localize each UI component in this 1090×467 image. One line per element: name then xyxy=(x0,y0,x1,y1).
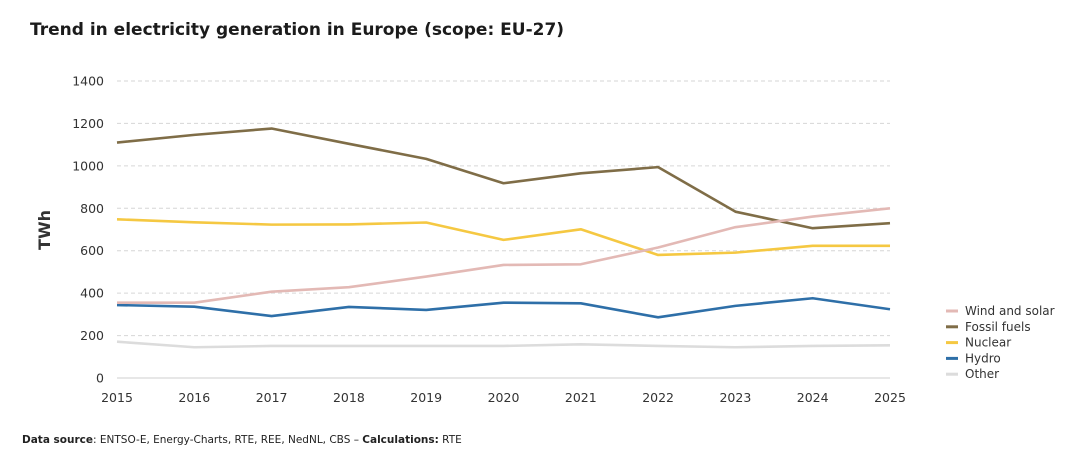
x-tick-label: 2019 xyxy=(410,390,442,405)
series-lines xyxy=(116,127,891,349)
y-tick-label: 0 xyxy=(96,371,104,386)
series-line-fossil-fuels xyxy=(116,127,891,230)
x-tick-label: 2017 xyxy=(256,390,288,405)
legend-label: Nuclear xyxy=(965,336,1011,350)
data-source-note: Data source: ENTSO-E, Energy-Charts, RTE… xyxy=(22,434,462,446)
x-tick-label: 2020 xyxy=(488,390,520,405)
x-tick-label: 2023 xyxy=(719,390,751,405)
y-tick-label: 800 xyxy=(80,201,104,216)
series-line-hydro xyxy=(116,296,891,319)
x-tick-label: 2015 xyxy=(101,390,133,405)
x-axis: 2015 2016 2017 2018 2019 2020 2021 2022 2023 2024… xyxy=(101,390,906,405)
y-tick-label: 200 xyxy=(80,328,104,343)
x-tick-label: 2024 xyxy=(797,390,829,405)
calc-label: Calculations: xyxy=(362,434,439,446)
x-tick-label: 2022 xyxy=(642,390,674,405)
x-tick-label: 2016 xyxy=(178,390,210,405)
y-tick-label: 400 xyxy=(80,286,104,301)
source-label: Data source xyxy=(22,434,94,446)
chart-title: Trend in electricity generation in Europ… xyxy=(30,20,565,40)
calc-text: RTE xyxy=(438,434,462,446)
y-tick-label: 1000 xyxy=(72,158,104,173)
y-axis: 0 200 400 600 800 1000 1200 1400 xyxy=(72,74,104,386)
legend-label: Other xyxy=(965,367,999,381)
series-line-wind-and-solar xyxy=(117,206,891,304)
grid xyxy=(117,80,890,379)
legend-label: Hydro xyxy=(965,351,1001,365)
x-tick-label: 2021 xyxy=(565,390,597,405)
y-axis-label: TWh xyxy=(35,210,54,250)
series-line-nuclear xyxy=(116,218,890,257)
source-text: : ENTSO-E, Energy-Charts, RTE, REE, NedN… xyxy=(93,434,363,446)
series-line-other xyxy=(116,340,891,349)
y-tick-label: 600 xyxy=(80,243,104,258)
y-tick-label: 1400 xyxy=(72,74,104,89)
x-tick-label: 2018 xyxy=(333,390,365,405)
legend-label: Fossil fuels xyxy=(965,320,1031,334)
x-tick-label: 2025 xyxy=(874,390,906,405)
legend-label: Wind and solar xyxy=(965,304,1055,318)
y-tick-label: 1200 xyxy=(72,116,104,131)
